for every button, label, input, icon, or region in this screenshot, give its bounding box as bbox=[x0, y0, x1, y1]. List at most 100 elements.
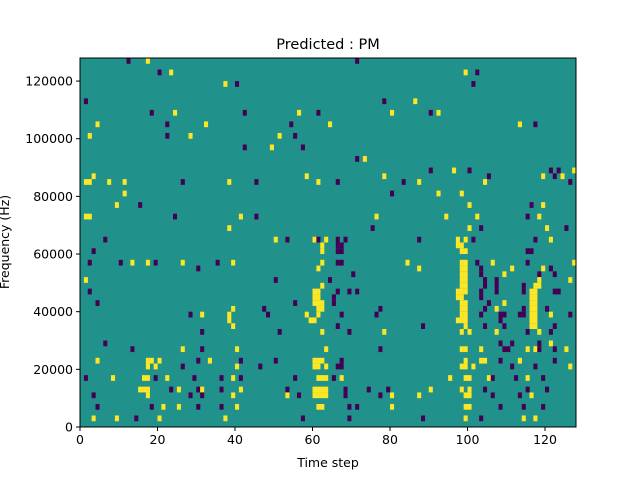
heatmap-cell bbox=[525, 213, 530, 220]
heatmap-cell bbox=[529, 311, 534, 318]
heatmap-cell bbox=[316, 357, 321, 364]
heatmap-cell bbox=[173, 213, 178, 220]
heatmap-cell bbox=[467, 225, 472, 231]
heatmap-cell bbox=[417, 265, 422, 272]
heatmap-cell bbox=[91, 173, 96, 180]
heatmap-cell bbox=[475, 259, 480, 266]
heatmap-cell bbox=[463, 271, 468, 278]
heatmap-cell bbox=[312, 288, 317, 295]
heatmap-cell bbox=[196, 357, 201, 364]
heatmap-cell bbox=[436, 190, 441, 197]
heatmap-cell bbox=[312, 300, 317, 306]
heatmap-cell bbox=[568, 311, 573, 318]
heatmap-cell bbox=[335, 248, 340, 255]
heatmap-cell bbox=[343, 236, 348, 243]
heatmap-cell bbox=[324, 375, 329, 381]
heatmap-cell bbox=[335, 259, 340, 266]
heatmap-cell bbox=[552, 173, 557, 180]
heatmap-cell bbox=[552, 288, 557, 295]
heatmap-cell bbox=[335, 179, 340, 185]
heatmap-cell bbox=[297, 392, 302, 399]
heatmap-cell bbox=[235, 346, 240, 353]
heatmap-cell bbox=[552, 323, 557, 329]
y-tick-label: 60000 bbox=[33, 247, 73, 262]
heatmap-cell bbox=[421, 415, 426, 422]
heatmap-cell bbox=[541, 173, 546, 180]
heatmap-cell bbox=[331, 300, 336, 306]
heatmap-cell bbox=[498, 317, 503, 324]
heatmap-cell bbox=[235, 363, 240, 370]
heatmap-cell bbox=[196, 386, 201, 393]
x-tick-label: 0 bbox=[76, 432, 84, 447]
heatmap-cell bbox=[169, 69, 174, 76]
heatmap-cell bbox=[258, 363, 263, 370]
heatmap-cell bbox=[83, 277, 88, 283]
heatmap-cell bbox=[463, 392, 468, 399]
heatmap-cell bbox=[316, 288, 321, 295]
heatmap-cell bbox=[180, 346, 185, 353]
heatmap-cell bbox=[297, 109, 302, 116]
heatmap-cell bbox=[316, 109, 321, 116]
heatmap-cell bbox=[293, 300, 298, 306]
heatmap-cell bbox=[479, 265, 484, 272]
heatmap-cell bbox=[459, 386, 464, 393]
heatmap-cell bbox=[343, 386, 348, 393]
heatmap-cell bbox=[126, 58, 131, 64]
heatmap-cell bbox=[316, 265, 321, 272]
heatmap-cell bbox=[87, 213, 92, 220]
heatmap-cell bbox=[537, 277, 542, 283]
heatmap-cell bbox=[83, 213, 88, 220]
heatmap-cell bbox=[161, 403, 166, 410]
y-axis-label: Frequency (Hz) bbox=[0, 195, 12, 289]
heatmap-cell bbox=[417, 236, 422, 243]
heatmap-cell bbox=[300, 415, 305, 422]
heatmap-cell bbox=[196, 265, 201, 272]
heatmap-cell bbox=[463, 277, 468, 283]
heatmap-cell bbox=[455, 317, 460, 324]
heatmap-cell bbox=[494, 305, 499, 312]
heatmap-cell bbox=[568, 363, 573, 370]
heatmap-cell bbox=[339, 311, 344, 318]
heatmap-cell bbox=[455, 288, 460, 295]
y-tick-label: 0 bbox=[65, 420, 73, 435]
heatmap-cell bbox=[459, 300, 464, 306]
heatmap-cell bbox=[153, 363, 158, 370]
heatmap-cell bbox=[285, 236, 290, 243]
heatmap-cell bbox=[479, 415, 484, 422]
heatmap-cell bbox=[114, 202, 119, 208]
heatmap-cell bbox=[529, 202, 534, 208]
heatmap-cell bbox=[316, 375, 321, 381]
heatmap-cell bbox=[502, 271, 507, 278]
heatmap-cell bbox=[529, 323, 534, 329]
heatmap-cell bbox=[176, 403, 181, 410]
y-tick-label: 120000 bbox=[25, 74, 73, 89]
heatmap-cell bbox=[479, 346, 484, 353]
x-tick-label: 80 bbox=[382, 432, 398, 447]
heatmap-cell bbox=[320, 375, 325, 381]
heatmap-cell bbox=[87, 179, 92, 185]
heatmap-cell bbox=[545, 225, 550, 231]
heatmap-cell bbox=[227, 317, 232, 324]
x-tick-label: 40 bbox=[227, 432, 243, 447]
heatmap-cell bbox=[529, 305, 534, 312]
heatmap-cell bbox=[556, 288, 561, 295]
heatmap-cell bbox=[529, 317, 534, 324]
heatmap-cell bbox=[529, 288, 534, 295]
heatmap-cell bbox=[351, 271, 356, 278]
heatmap-cell bbox=[320, 305, 325, 312]
heatmap-cell bbox=[471, 363, 476, 370]
heatmap-cell bbox=[285, 392, 290, 399]
heatmap-cell bbox=[572, 167, 577, 174]
heatmap-cell bbox=[320, 403, 325, 410]
heatmap-cell bbox=[483, 357, 488, 364]
heatmap-cell bbox=[165, 375, 170, 381]
heatmap-cell bbox=[339, 242, 344, 249]
heatmap-cell bbox=[370, 225, 375, 231]
heatmap-cell bbox=[95, 121, 100, 128]
heatmap-cell bbox=[533, 294, 538, 301]
heatmap-cell bbox=[157, 357, 162, 364]
heatmap-cell bbox=[533, 300, 538, 306]
heatmap-cell bbox=[537, 213, 542, 220]
heatmap-cell bbox=[459, 294, 464, 301]
heatmap-cell bbox=[331, 375, 336, 381]
